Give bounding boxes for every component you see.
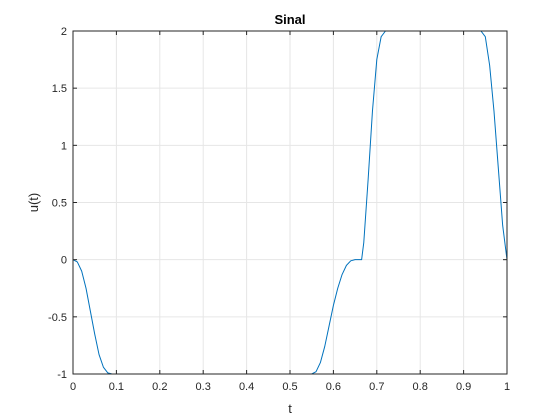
x-tick-label: 0.2 [152, 381, 167, 393]
y-tick-label: 1 [61, 140, 67, 152]
x-tick-label: 0.4 [239, 381, 254, 393]
x-tick-label: 1 [504, 381, 510, 393]
x-tick-label: 0.5 [282, 381, 297, 393]
chart-title: Sinal [274, 12, 305, 27]
tick-layer: 0 0.1 0.2 0.3 0.4 0.5 0.6 0.7 0.8 0.9 1 -1 -0.5 0 0.5 1… [48, 26, 510, 393]
y-tick-label: -0.5 [48, 312, 67, 324]
x-tick-label: 0.9 [456, 381, 471, 393]
x-tick-label: 0.3 [196, 381, 211, 393]
x-tick-label: 0.7 [369, 381, 384, 393]
x-tick-label: 0.6 [326, 381, 341, 393]
y-tick-label: -1 [57, 369, 67, 381]
y-tick-label: 2 [61, 26, 67, 38]
y-tick-label: 1.5 [52, 83, 67, 95]
y-tick-label: 0.5 [52, 198, 67, 210]
y-axis-label: u(t) [26, 193, 41, 213]
x-tick-label: 0.8 [413, 381, 428, 393]
x-tick-label: 0.1 [109, 381, 124, 393]
y-tick-label: 0 [61, 255, 67, 267]
x-axis-label: t [288, 401, 292, 416]
x-tick-label: 0 [70, 381, 76, 393]
